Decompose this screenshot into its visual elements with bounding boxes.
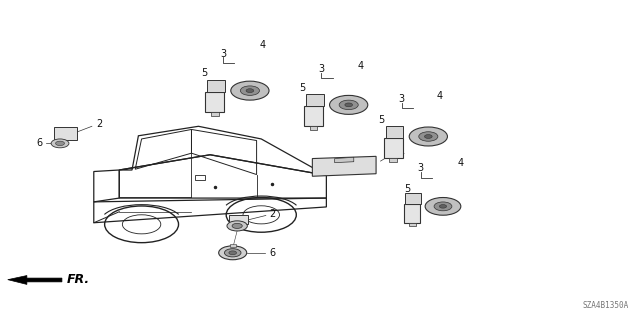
Text: SZA4B1350A: SZA4B1350A — [583, 301, 629, 310]
Text: 1: 1 — [399, 146, 404, 156]
Circle shape — [419, 132, 438, 141]
Circle shape — [246, 89, 253, 93]
Circle shape — [425, 197, 461, 215]
Circle shape — [440, 204, 447, 208]
Text: 5: 5 — [404, 184, 410, 194]
Text: 3: 3 — [318, 64, 324, 74]
Text: 5: 5 — [300, 83, 306, 93]
Text: 3: 3 — [399, 94, 404, 104]
Circle shape — [56, 141, 65, 145]
Polygon shape — [312, 156, 376, 176]
Text: 2: 2 — [269, 209, 275, 219]
Circle shape — [225, 249, 241, 257]
Circle shape — [51, 139, 69, 148]
Bar — [230, 244, 236, 247]
Bar — [54, 127, 77, 140]
Text: 4: 4 — [260, 40, 266, 50]
Text: 3: 3 — [418, 163, 424, 173]
Bar — [229, 215, 248, 224]
Text: 6: 6 — [269, 248, 275, 258]
Text: 3: 3 — [220, 49, 226, 59]
Text: 4: 4 — [457, 158, 463, 168]
Bar — [304, 106, 323, 126]
Text: 6: 6 — [36, 138, 43, 148]
Text: 5: 5 — [379, 115, 385, 125]
Text: 5: 5 — [201, 68, 207, 78]
Bar — [205, 92, 225, 112]
Bar — [306, 94, 324, 106]
Bar — [390, 158, 397, 162]
Polygon shape — [8, 276, 62, 285]
Circle shape — [231, 81, 269, 100]
Circle shape — [409, 127, 447, 146]
Circle shape — [424, 135, 432, 138]
Bar — [310, 126, 317, 130]
Text: 2: 2 — [97, 119, 102, 130]
Bar — [211, 112, 219, 116]
Circle shape — [229, 251, 237, 255]
Circle shape — [330, 95, 368, 114]
Bar — [207, 80, 225, 92]
Text: FR.: FR. — [67, 273, 90, 286]
Text: 4: 4 — [357, 61, 364, 71]
Polygon shape — [335, 157, 354, 163]
Circle shape — [241, 86, 259, 95]
Circle shape — [219, 246, 246, 260]
Circle shape — [227, 221, 247, 231]
Bar — [405, 193, 421, 204]
Bar — [404, 204, 420, 223]
Bar — [384, 137, 403, 158]
Circle shape — [339, 100, 358, 110]
Text: 4: 4 — [436, 91, 443, 101]
Bar — [386, 125, 403, 137]
Bar — [409, 223, 415, 226]
Circle shape — [434, 202, 452, 211]
Circle shape — [232, 223, 243, 228]
Circle shape — [345, 103, 353, 107]
